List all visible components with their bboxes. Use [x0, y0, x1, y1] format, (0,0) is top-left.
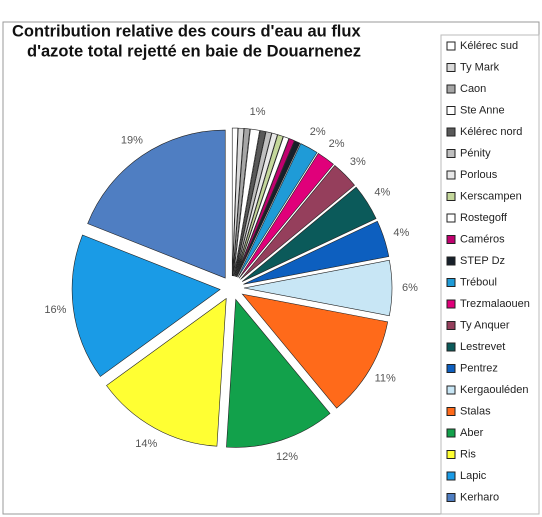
pie-slice: [236, 138, 295, 277]
data-label: 11%: [375, 373, 396, 385]
legend-label: Ty Mark: [460, 61, 500, 73]
legend-label: Tréboul: [460, 276, 497, 288]
pie-slice: [71, 234, 221, 377]
pie-slice: [243, 259, 393, 317]
legend-label: Ty Anquer: [460, 319, 510, 331]
legend-label: Trezmalaouen: [460, 298, 530, 310]
pie-slice: [233, 128, 260, 277]
pie-slice: [232, 128, 251, 277]
data-label: 3%: [350, 156, 366, 168]
legend-swatch: [446, 192, 456, 201]
legend-swatch: [446, 84, 456, 94]
legend-label: Porlous: [460, 169, 498, 181]
pie-slice: [226, 298, 331, 448]
pie-slice: [241, 293, 389, 409]
legend-swatch: [446, 471, 456, 481]
legend-swatch: [446, 235, 456, 244]
pie-slice: [237, 143, 318, 278]
legend-swatch: [446, 407, 456, 416]
data-label: 2%: [310, 126, 326, 138]
legend-label: Lestrevet: [460, 341, 505, 353]
pie-slice: [231, 127, 239, 277]
data-label: 16%: [44, 304, 66, 316]
data-label: 12%: [276, 451, 298, 463]
legend-swatch: [446, 256, 456, 266]
legend-swatch: [446, 428, 456, 438]
pie-slice: [234, 130, 267, 277]
data-label: 1%: [250, 106, 266, 118]
legend-label: Stalas: [460, 405, 491, 417]
data-label: 2%: [329, 138, 345, 150]
legend-label: Lapic: [460, 470, 487, 482]
legend-label: Kergaouléden: [460, 384, 529, 396]
legend-box: [440, 34, 540, 515]
legend-label: Ste Anne: [460, 104, 505, 116]
pie-slice: [240, 165, 355, 280]
legend-swatch: [446, 299, 456, 309]
legend-swatch: [446, 149, 456, 158]
legend-label: Ris: [460, 448, 476, 460]
data-label: 14%: [135, 438, 157, 450]
pie-slice: [243, 220, 390, 285]
pie-slice: [234, 132, 278, 277]
pie-slice: [87, 129, 226, 279]
legend-label: Caméros: [460, 233, 505, 245]
legend-swatch: [446, 63, 456, 72]
legend-swatch: [446, 41, 456, 51]
legend-label: STEP Dz: [460, 255, 505, 267]
pie-slice: [241, 186, 377, 282]
legend-label: Kerharo: [460, 491, 499, 503]
legend-label: Kélérec sud: [460, 40, 518, 52]
legend-swatch: [446, 493, 456, 502]
legend-swatch: [446, 106, 456, 115]
pie-slice: [235, 134, 284, 277]
legend-swatch: [446, 342, 456, 352]
legend-swatch: [446, 321, 456, 330]
chart-title: Contribution relative des cours d'eau au…: [12, 22, 361, 40]
pie-slice: [235, 136, 290, 277]
legend-label: Kélérec nord: [460, 126, 522, 138]
pie-slice: [238, 152, 334, 279]
pie-slice: [106, 297, 227, 447]
data-label: 4%: [374, 187, 390, 199]
legend-swatch: [446, 450, 456, 459]
legend-swatch: [446, 213, 456, 223]
data-label: 19%: [121, 135, 143, 147]
legend-swatch: [446, 385, 456, 395]
legend-label: Pentrez: [460, 362, 498, 374]
pie-slice: [236, 140, 301, 278]
data-label: 6%: [402, 282, 418, 294]
legend-swatch: [446, 278, 456, 287]
data-label: 4%: [393, 227, 409, 239]
pie-slice: [232, 127, 245, 277]
legend-swatch: [446, 170, 456, 180]
legend-label: Pénity: [460, 147, 491, 159]
pie-slice: [234, 131, 272, 277]
legend-label: Caon: [460, 83, 486, 95]
legend-swatch: [446, 127, 456, 137]
legend-label: Kerscampen: [460, 190, 522, 202]
legend-label: Aber: [460, 427, 484, 439]
legend-swatch: [446, 364, 456, 373]
legend-label: Rostegoff: [460, 212, 508, 224]
chart-title: d'azote total rejetté en baie de Douarne…: [27, 42, 361, 60]
